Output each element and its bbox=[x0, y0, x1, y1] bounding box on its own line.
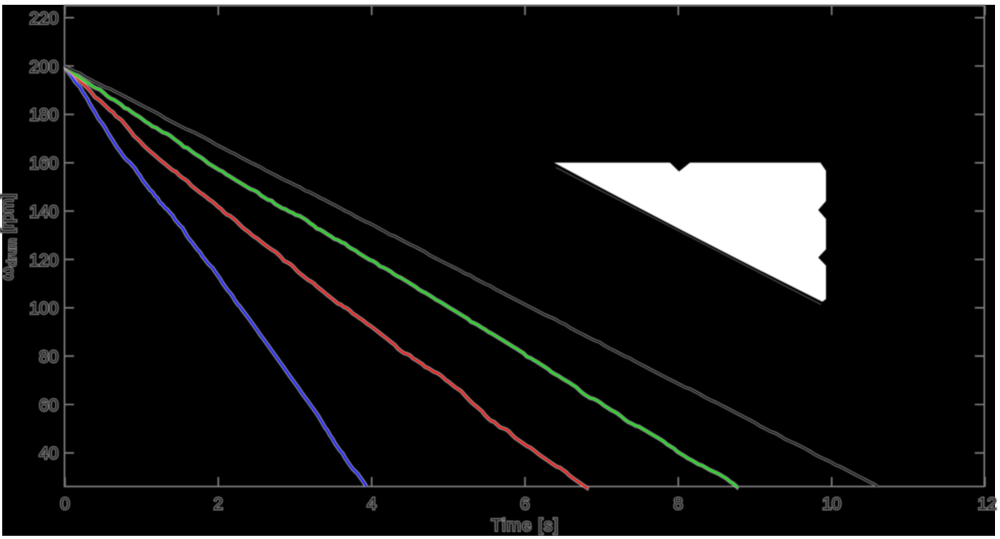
svg-text:100: 100 bbox=[29, 298, 58, 318]
svg-text:2: 2 bbox=[213, 493, 223, 513]
svg-text:60: 60 bbox=[39, 395, 59, 415]
svg-text:4: 4 bbox=[367, 493, 377, 513]
svg-text:ωdrum [rpm]: ωdrum [rpm] bbox=[0, 194, 19, 281]
svg-text:200: 200 bbox=[29, 56, 58, 76]
svg-text:180: 180 bbox=[29, 105, 58, 125]
svg-text:40: 40 bbox=[39, 443, 59, 463]
svg-text:12: 12 bbox=[977, 493, 996, 513]
svg-text:120: 120 bbox=[29, 250, 58, 270]
svg-text:10: 10 bbox=[822, 493, 842, 513]
svg-text:0: 0 bbox=[60, 493, 70, 513]
svg-text:8: 8 bbox=[673, 493, 683, 513]
svg-text:80: 80 bbox=[39, 346, 59, 366]
svg-text:160: 160 bbox=[29, 153, 58, 173]
svg-text:220: 220 bbox=[29, 8, 58, 28]
svg-text:140: 140 bbox=[29, 201, 58, 221]
svg-text:Time [s]: Time [s] bbox=[491, 515, 559, 535]
svg-text:6: 6 bbox=[520, 493, 530, 513]
